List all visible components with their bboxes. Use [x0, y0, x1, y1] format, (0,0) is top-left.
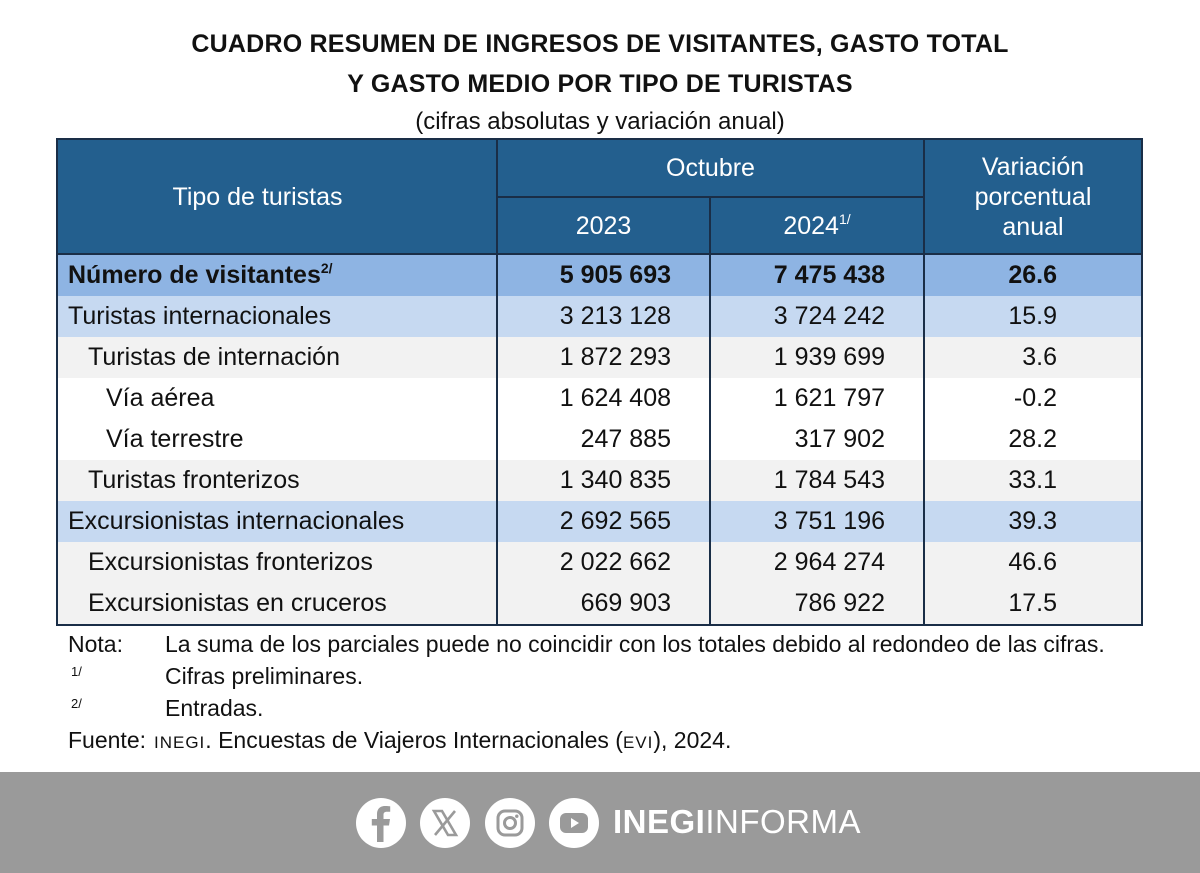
table-row: Turistas internacionales 3 213 128 3 724… [56, 296, 1143, 337]
cell-2024: 1 784 543 [709, 460, 925, 501]
cell-2023: 5 905 693 [496, 254, 711, 296]
cell-2024: 317 902 [709, 419, 925, 460]
table-title-line1: CUADRO RESUMEN DE INGRESOS DE VISITANTES… [191, 30, 1009, 58]
cell-variacion: 39.3 [923, 501, 1143, 542]
cell-2023: 669 903 [496, 583, 711, 626]
table-row: Excursionistas fronterizos 2 022 662 2 9… [56, 542, 1143, 583]
header-variacion: Variación porcentual anual [923, 138, 1143, 255]
header-variacion-line1: Variación [981, 152, 1085, 181]
cell-2023: 1 340 835 [496, 460, 711, 501]
cell-2023: 1 624 408 [496, 378, 711, 419]
footnote-2-key: 2/ [71, 696, 82, 711]
cell-2024: 2 964 274 [709, 542, 925, 583]
cell-2024: 1 621 797 [709, 378, 925, 419]
cell-2024: 3 751 196 [709, 501, 925, 542]
note-text: La suma de los parciales puede no coinci… [165, 631, 1105, 657]
row-label-note: 2/ [320, 260, 333, 276]
cell-2023: 2 692 565 [496, 501, 711, 542]
footer-bar: INEGIINFORMA [0, 772, 1200, 873]
header-variacion-line2: porcentual [974, 182, 1092, 211]
table-title-line2: Y GASTO MEDIO POR TIPO DE TURISTAS [347, 70, 853, 98]
cell-2023: 2 022 662 [496, 542, 711, 583]
cell-2024: 7 475 438 [709, 254, 925, 296]
header-octubre: Octubre [496, 138, 925, 198]
footnote-1: 1/ Cifras preliminares. [68, 660, 1168, 692]
row-label: Excursionistas internacionales [56, 501, 498, 542]
row-label: Vía aérea [56, 378, 498, 419]
table-row: Vía aérea 1 624 408 1 621 797 -0.2 [56, 378, 1143, 419]
cell-variacion: -0.2 [923, 378, 1143, 419]
facebook-icon[interactable] [356, 798, 406, 848]
row-label: Número de visitantes2/ [56, 254, 498, 296]
table-row: Excursionistas internacionales 2 692 565… [56, 501, 1143, 542]
row-label: Turistas fronterizos [56, 460, 498, 501]
brand-bold: INEGI [613, 803, 706, 840]
row-label: Vía terrestre [56, 419, 498, 460]
footnote-1-key: 1/ [71, 664, 82, 679]
youtube-icon[interactable] [549, 798, 599, 848]
footnote-1-text: Cifras preliminares. [165, 663, 364, 689]
cell-2023: 1 872 293 [496, 337, 711, 378]
cell-variacion: 15.9 [923, 296, 1143, 337]
inegi-informa-brand: INEGIINFORMA [613, 803, 861, 841]
table-row: Vía terrestre 247 885 317 902 28.2 [56, 419, 1143, 460]
visitors-table: Tipo de turistas Octubre Variación porce… [56, 138, 1143, 626]
table-notes: Nota: La suma de los parciales puede no … [68, 628, 1168, 756]
table-row: Turistas fronterizos 1 340 835 1 784 543… [56, 460, 1143, 501]
table-subtitle: (cifras absolutas y variación anual) [415, 108, 785, 135]
header-tipo-turistas: Tipo de turistas [56, 138, 498, 255]
cell-variacion: 26.6 [923, 254, 1143, 296]
note-row: Nota: La suma de los parciales puede no … [68, 628, 1168, 660]
source-abbr: EVI [622, 733, 654, 752]
table-row: Excursionistas en cruceros 669 903 786 9… [56, 583, 1143, 626]
cell-2023: 3 213 128 [496, 296, 711, 337]
row-label: Turistas internacionales [56, 296, 498, 337]
header-year-2024: 20241/ [709, 196, 925, 255]
x-icon[interactable] [420, 798, 470, 848]
cell-variacion: 28.2 [923, 419, 1143, 460]
footnote-2: 2/ Entradas. [68, 692, 1168, 724]
cell-variacion: 33.1 [923, 460, 1143, 501]
source-key: Fuente: [68, 727, 146, 753]
row-label-text: Número de visitantes [68, 261, 321, 289]
cell-2024: 786 922 [709, 583, 925, 626]
source-row: Fuente: INEGI. Encuestas de Viajeros Int… [68, 724, 1168, 756]
cell-2023: 247 885 [496, 419, 711, 460]
source-text: INEGI. Encuestas de Viajeros Internacion… [154, 724, 731, 759]
row-label: Turistas de internación [56, 337, 498, 378]
brand-light: INFORMA [705, 803, 862, 840]
footnote-2-text: Entradas. [165, 695, 264, 721]
instagram-icon[interactable] [485, 798, 535, 848]
source-org: INEGI [154, 733, 206, 752]
row-label: Excursionistas en cruceros [56, 583, 498, 626]
cell-variacion: 17.5 [923, 583, 1143, 626]
header-year-2024-note: 1/ [838, 210, 851, 227]
cell-variacion: 3.6 [923, 337, 1143, 378]
header-year-2024-label: 2024 [783, 211, 839, 240]
table-row: Número de visitantes2/ 5 905 693 7 475 4… [56, 254, 1143, 296]
source-text-b: ), 2024. [653, 727, 732, 753]
cell-variacion: 46.6 [923, 542, 1143, 583]
cell-2024: 1 939 699 [709, 337, 925, 378]
table-row: Turistas de internación 1 872 293 1 939 … [56, 337, 1143, 378]
header-year-2023: 2023 [496, 196, 711, 255]
note-key: Nota: [68, 631, 123, 657]
cell-2024: 3 724 242 [709, 296, 925, 337]
header-variacion-line3: anual [1002, 212, 1064, 241]
source-text-a: . Encuestas de Viajeros Internacionales … [205, 727, 623, 753]
row-label: Excursionistas fronterizos [56, 542, 498, 583]
